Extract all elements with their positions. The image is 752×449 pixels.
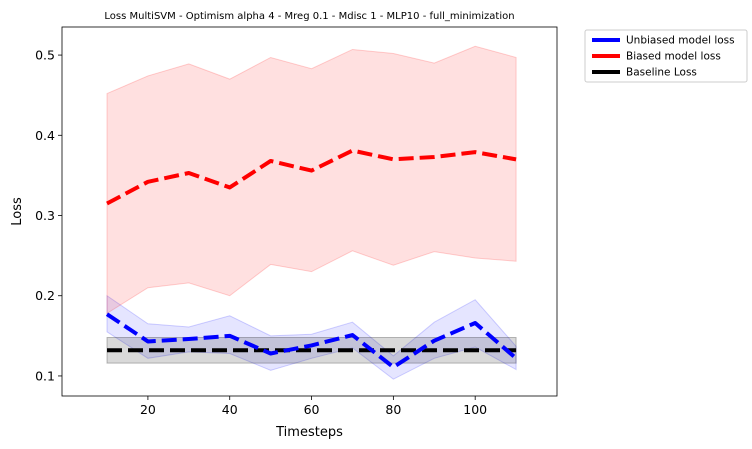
legend-box xyxy=(584,29,748,83)
y-axis-label: Loss xyxy=(10,197,25,226)
confidence-bands xyxy=(106,45,517,380)
x-tick-label: 40 xyxy=(222,402,238,417)
legend-label-2: Baseline Loss xyxy=(626,67,697,79)
confidence-band-2 xyxy=(106,336,517,364)
confidence-band-0 xyxy=(106,294,517,380)
legend-label-1: Biased model loss xyxy=(626,51,721,63)
y-tick-label: 0.4 xyxy=(35,128,55,143)
series-line-0 xyxy=(105,312,518,370)
y-tick-label: 0.2 xyxy=(35,288,55,303)
x-axis-ticks: 20 40 60 80 100 xyxy=(140,396,487,417)
x-tick-label: 20 xyxy=(140,402,156,417)
x-tick-label: 60 xyxy=(304,402,320,417)
plot-frame xyxy=(61,26,558,397)
x-axis-label: Timesteps xyxy=(275,425,343,440)
y-tick-label: 0.1 xyxy=(35,368,55,383)
series-line-1 xyxy=(106,148,517,206)
y-tick-label: 0.3 xyxy=(35,208,55,223)
chart-title: Loss MultiSVM - Optimism alpha 4 - Mreg … xyxy=(104,11,514,22)
y-tick-label: 0.5 xyxy=(35,48,55,63)
y-axis-ticks: 0.1 0.2 0.3 0.4 0.5 xyxy=(35,48,62,383)
legend: Unbiased model loss Biased model loss Base… xyxy=(584,29,748,83)
legend-label-0: Unbiased model loss xyxy=(626,35,735,47)
confidence-band-1 xyxy=(106,45,517,315)
x-tick-label: 80 xyxy=(385,402,401,417)
x-tick-label: 100 xyxy=(463,402,487,417)
series-lines xyxy=(105,148,518,370)
